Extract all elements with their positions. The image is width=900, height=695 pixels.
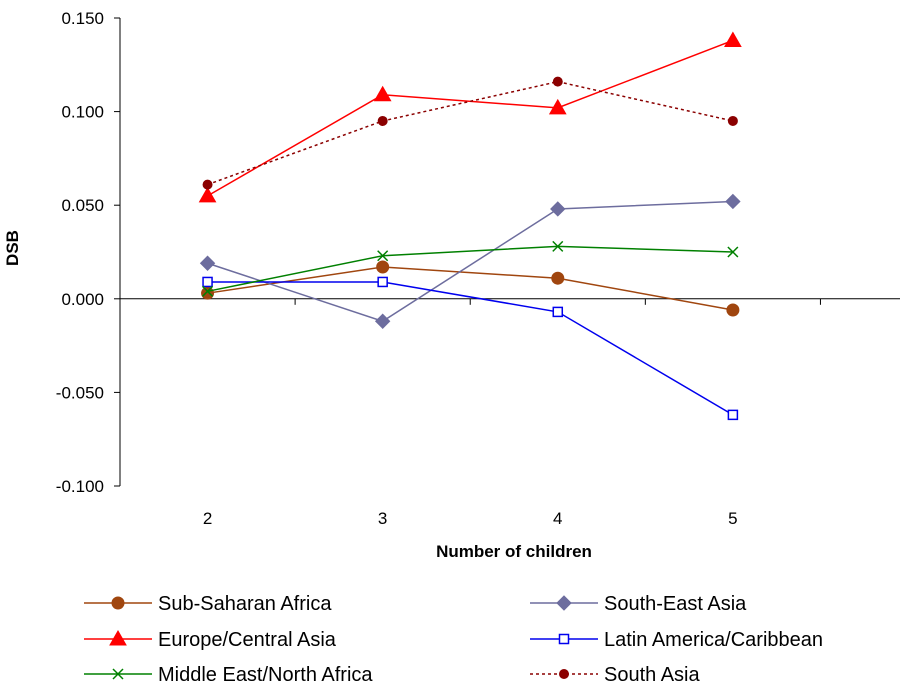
- data-point: [376, 260, 390, 274]
- series-3: [202, 276, 739, 421]
- legend-item: Latin America/Caribbean: [530, 629, 823, 651]
- data-point: [548, 98, 567, 115]
- data-point: [374, 313, 391, 329]
- legend: Sub-Saharan Africa South-East Asia Europe/…: [84, 593, 823, 686]
- series-line: [207, 281, 734, 416]
- legend-swatch-marker: [558, 633, 570, 645]
- data-point: [201, 286, 215, 300]
- data-point: [377, 115, 388, 126]
- legend-label: South-East Asia: [604, 593, 747, 615]
- y-tick-label: -0.100: [56, 477, 104, 496]
- legend-item: South Asia: [530, 664, 701, 686]
- x-tick-label: 5: [728, 509, 737, 528]
- legend-swatch-marker: [111, 596, 125, 610]
- legend-item: Europe/Central Asia: [84, 629, 337, 651]
- legend-item: Sub-Saharan Africa: [84, 593, 332, 615]
- series-1: [199, 193, 741, 329]
- y-tick-label: 0.150: [61, 9, 104, 28]
- y-axis-title: DSB: [3, 230, 22, 266]
- legend-item: Middle East/North Africa: [84, 664, 373, 686]
- data-point: [552, 240, 564, 252]
- data-point: [377, 276, 388, 288]
- data-point: [551, 271, 565, 285]
- legend-item: South-East Asia: [530, 593, 747, 615]
- series-line: [207, 266, 734, 311]
- data-point: [552, 76, 563, 87]
- series-line: [207, 245, 733, 293]
- series-4: [202, 240, 739, 297]
- data-point: [727, 409, 739, 421]
- data-point: [198, 186, 217, 203]
- x-tick-label: 4: [553, 509, 562, 528]
- data-point: [552, 306, 564, 318]
- series-2: [198, 31, 742, 203]
- legend-label: Sub-Saharan Africa: [158, 593, 332, 615]
- data-point: [726, 303, 740, 317]
- legend-label: South Asia: [604, 664, 701, 686]
- legend-swatch-marker: [559, 669, 569, 679]
- data-point: [724, 31, 742, 47]
- x-tick-label: 2: [203, 509, 212, 528]
- legend-label: Europe/Central Asia: [158, 629, 337, 651]
- y-tick-label: 0.100: [61, 103, 104, 122]
- data-point: [202, 285, 214, 297]
- data-point: [202, 179, 213, 190]
- x-axis-title: Number of children: [436, 542, 592, 561]
- data-point: [199, 255, 216, 271]
- legend-swatch-marker: [109, 629, 127, 646]
- y-tick-label: 0.000: [61, 290, 104, 309]
- x-axis-ticks: 2 3 4 5: [119, 298, 821, 528]
- legend-swatch-marker: [112, 668, 124, 680]
- y-tick-label: 0.050: [61, 196, 104, 215]
- data-point: [725, 193, 741, 210]
- legend-swatch-marker: [556, 595, 572, 611]
- data-point: [550, 201, 566, 217]
- data-point: [202, 276, 213, 288]
- data-point: [373, 85, 392, 102]
- y-axis-ticks: 0.150 0.100 0.050 0.000 -0.050 -0.100: [56, 9, 120, 496]
- legend-label: Latin America/Caribbean: [604, 629, 823, 651]
- y-tick-label: -0.050: [56, 383, 104, 402]
- data-point: [377, 250, 389, 262]
- x-tick-label: 3: [378, 509, 387, 528]
- data-point: [727, 115, 738, 126]
- series-line: [207, 80, 734, 186]
- data-point: [727, 246, 739, 258]
- series-line: [207, 200, 733, 323]
- legend-label: Middle East/North Africa: [158, 664, 373, 686]
- series-5: [202, 76, 738, 190]
- series-group: [198, 31, 742, 421]
- series-line: [207, 39, 734, 197]
- axes: [119, 18, 900, 486]
- series-0: [201, 260, 740, 317]
